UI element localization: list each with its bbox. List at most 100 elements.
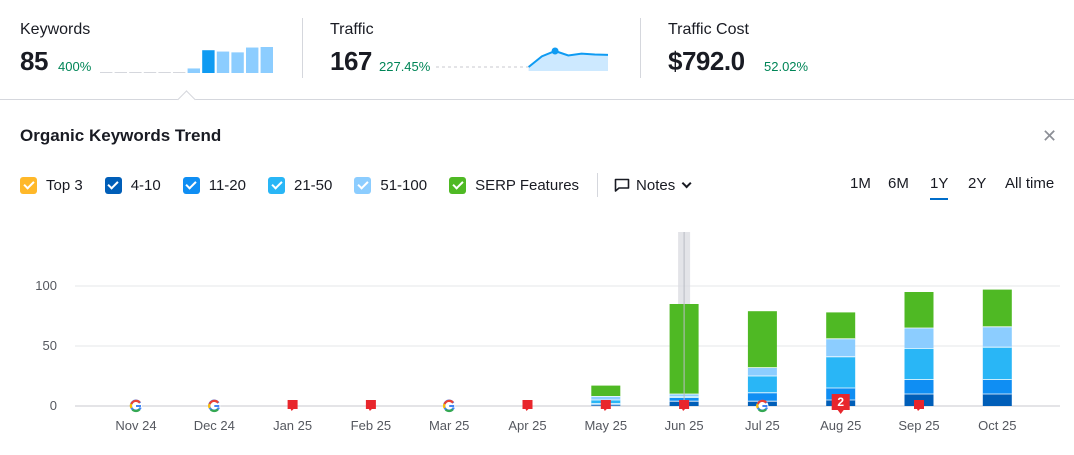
x-tick-label: Oct 25 bbox=[978, 418, 1016, 433]
metric-traffic[interactable]: Traffic 167 227.45% bbox=[330, 0, 620, 100]
note-flag-icon[interactable] bbox=[914, 400, 924, 411]
metric-divider bbox=[640, 18, 641, 78]
legend-label: Top 3 bbox=[46, 176, 83, 194]
bar-segment[interactable] bbox=[982, 347, 1012, 380]
y-tick-label: 0 bbox=[50, 398, 57, 413]
checkbox-icon[interactable] bbox=[354, 176, 372, 194]
metric-traffic-cost[interactable]: Traffic Cost $792.0 52.02% bbox=[668, 0, 868, 100]
metric-keywords[interactable]: Keywords 85 400% bbox=[20, 0, 290, 100]
bar-segment[interactable] bbox=[747, 392, 777, 402]
chart-legend: Top 3 4-10 11-20 21-50 51-100 SERP Featu… bbox=[20, 173, 692, 197]
x-tick-label: Apr 25 bbox=[508, 418, 546, 433]
sparkline-bar bbox=[216, 51, 230, 73]
x-tick-label: Jan 25 bbox=[273, 418, 312, 433]
x-tick-label: May 25 bbox=[584, 418, 627, 433]
x-tick-label: Sep 25 bbox=[898, 418, 939, 433]
legend-21-50[interactable]: 21-50 bbox=[268, 176, 333, 194]
range-1m[interactable]: 1M bbox=[850, 175, 871, 192]
bar-segment[interactable] bbox=[747, 367, 777, 376]
sparkline-area bbox=[528, 51, 608, 71]
note-flag-icon[interactable] bbox=[365, 400, 376, 411]
metric-label: Traffic Cost bbox=[668, 21, 749, 38]
metric-value: 167 bbox=[330, 46, 372, 76]
sparkline-bar bbox=[202, 50, 215, 73]
bar-segment[interactable] bbox=[982, 289, 1012, 327]
sparkline-bar bbox=[173, 72, 186, 73]
sparkline-line bbox=[527, 49, 609, 68]
range-2y[interactable]: 2Y bbox=[968, 175, 987, 192]
metric-label: Keywords bbox=[20, 21, 91, 38]
sparkline-bar bbox=[231, 52, 244, 73]
legend-top-3[interactable]: Top 3 bbox=[20, 176, 83, 194]
sparkline-bar bbox=[260, 47, 273, 73]
bar-segment[interactable] bbox=[826, 338, 856, 357]
sparkline-bar bbox=[143, 72, 157, 73]
x-tick-label: Nov 24 bbox=[115, 418, 156, 433]
sparkline-bar bbox=[158, 72, 171, 73]
bar-segment[interactable] bbox=[826, 356, 856, 388]
legend-11-20[interactable]: 11-20 bbox=[182, 176, 246, 194]
note-flag-icon[interactable] bbox=[679, 400, 690, 411]
bar-segment[interactable] bbox=[591, 396, 621, 400]
legend-label: SERP Features bbox=[475, 176, 580, 194]
metrics-bar: Keywords 85 400% Traffic 167 227.45% Tra… bbox=[0, 0, 1074, 100]
notes-dropdown[interactable]: Notes bbox=[614, 176, 692, 194]
legend-51-100[interactable]: 51-100 bbox=[354, 176, 428, 194]
legend-label: 51-100 bbox=[380, 176, 428, 194]
note-flag-icon[interactable] bbox=[600, 400, 611, 411]
sparkline-bar bbox=[114, 72, 127, 73]
y-tick-label: 50 bbox=[43, 338, 57, 353]
google-update-icon[interactable] bbox=[756, 399, 769, 413]
bar-segment[interactable] bbox=[982, 394, 1012, 406]
x-tick-label: Jul 25 bbox=[745, 418, 780, 433]
range-6m[interactable]: 6M bbox=[888, 175, 909, 192]
x-tick-label: Aug 25 bbox=[820, 418, 861, 433]
sparkline-bar bbox=[246, 47, 259, 73]
bar-segment[interactable] bbox=[904, 292, 934, 328]
legend-label: 21-50 bbox=[294, 176, 333, 194]
legend-label: 4-10 bbox=[130, 176, 161, 194]
google-update-icon[interactable] bbox=[208, 399, 221, 413]
checkbox-icon[interactable] bbox=[449, 176, 467, 194]
note-flag-icon[interactable] bbox=[522, 400, 533, 411]
bar-segment[interactable] bbox=[591, 385, 621, 397]
bar-segment[interactable] bbox=[904, 348, 934, 380]
sparkline-bar bbox=[100, 72, 113, 73]
bar-segment[interactable] bbox=[904, 379, 934, 394]
bar-segment[interactable] bbox=[826, 312, 856, 339]
legend-4-10[interactable]: 4-10 bbox=[104, 176, 161, 194]
legend-label: 11-20 bbox=[208, 176, 246, 194]
close-icon[interactable]: ✕ bbox=[1042, 126, 1058, 146]
google-update-icon[interactable] bbox=[442, 399, 456, 413]
range-all-time[interactable]: All time bbox=[1005, 175, 1055, 192]
metric-value: 85 bbox=[20, 46, 48, 76]
checkbox-icon[interactable] bbox=[182, 176, 200, 194]
note-count: 2 bbox=[837, 395, 844, 409]
checkbox-icon[interactable] bbox=[104, 176, 122, 194]
x-tick-label: Mar 25 bbox=[429, 418, 469, 433]
note-icon bbox=[614, 178, 630, 192]
x-tick-label: Jun 25 bbox=[665, 418, 704, 433]
checkbox-icon[interactable] bbox=[20, 176, 37, 194]
sparkline-peak bbox=[551, 47, 559, 55]
metric-label: Traffic bbox=[330, 21, 374, 38]
sparkline-bar bbox=[187, 68, 200, 73]
bar-segment[interactable] bbox=[747, 311, 777, 368]
range-1y[interactable]: 1Y bbox=[930, 175, 949, 200]
bar-segment[interactable] bbox=[904, 328, 934, 349]
notes-label: Notes bbox=[636, 176, 676, 194]
bar-segment[interactable] bbox=[982, 326, 1012, 348]
y-tick-label: 100 bbox=[35, 278, 57, 293]
keywords-sparkline bbox=[100, 47, 273, 73]
checkbox-icon[interactable] bbox=[268, 176, 285, 194]
bar-segment[interactable] bbox=[982, 379, 1012, 394]
note-flag-icon[interactable]: 2 bbox=[831, 394, 850, 414]
google-update-icon[interactable] bbox=[129, 399, 142, 413]
metric-change: 400% bbox=[58, 59, 92, 74]
organic-keywords-chart: 0 50 100 Nov 24 Dec 24 Jan 25 Feb 25 Mar 25 Apr … bbox=[35, 232, 1060, 433]
legend-serp-features[interactable]: SERP Features bbox=[449, 176, 580, 194]
bar-segment[interactable] bbox=[747, 376, 777, 393]
note-flag-icon[interactable] bbox=[287, 400, 298, 411]
metric-change: 227.45% bbox=[379, 59, 431, 74]
x-tick-label: Dec 24 bbox=[194, 418, 235, 433]
